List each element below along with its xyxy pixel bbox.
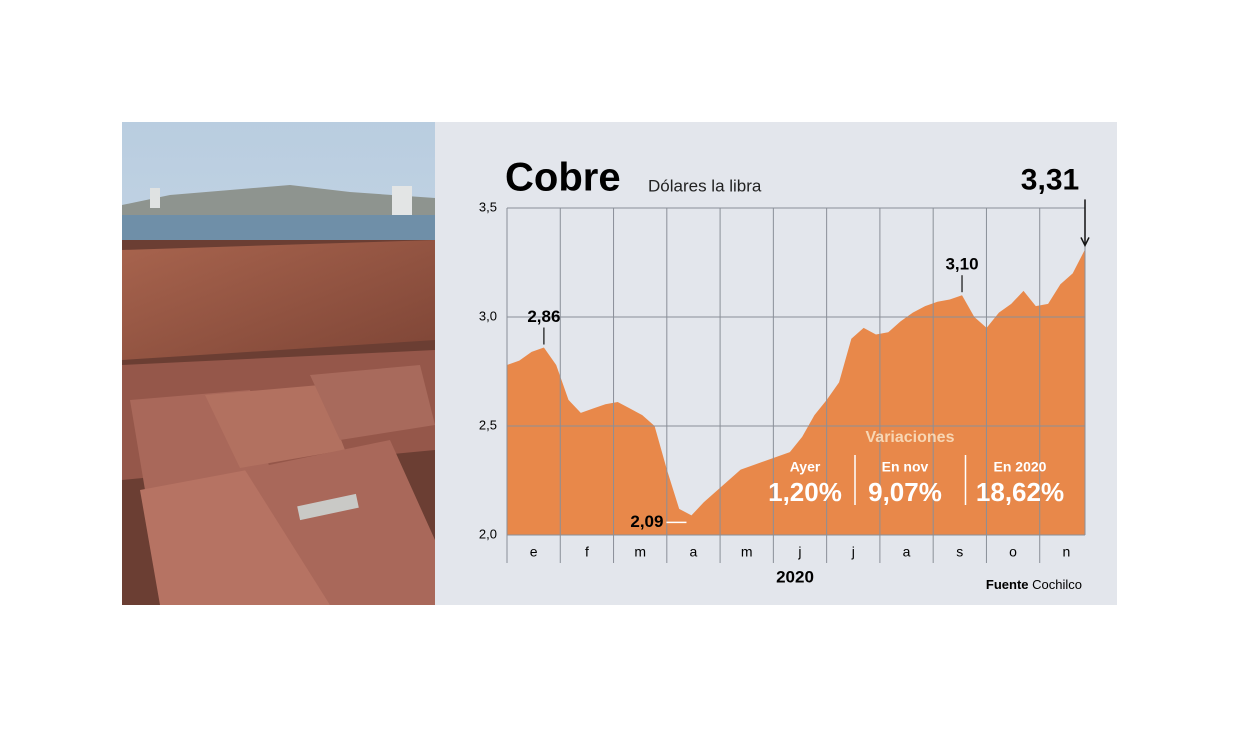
y-tick-label: 2,0 xyxy=(479,526,497,541)
variation-value: 1,20% xyxy=(768,477,842,507)
variation-value: 9,07% xyxy=(868,477,942,507)
x-tick-label: o xyxy=(1009,544,1017,560)
photo xyxy=(122,122,435,605)
value-label: 3,31 xyxy=(1021,163,1079,196)
x-tick-label: n xyxy=(1062,544,1070,560)
chart-title: Cobre xyxy=(505,156,621,200)
source-label: Fuente xyxy=(986,577,1029,592)
x-tick-label: j xyxy=(851,544,855,560)
source: Fuente Cochilco xyxy=(986,577,1082,592)
variation-label: Ayer xyxy=(790,459,821,475)
y-tick-label: 3,0 xyxy=(479,308,497,323)
variation-value: 18,62% xyxy=(976,477,1064,507)
x-tick-label: f xyxy=(585,544,589,560)
variation-label: En 2020 xyxy=(994,459,1047,475)
value-label: 3,10 xyxy=(945,255,978,274)
x-tick-label: m xyxy=(634,544,646,560)
chart-subtitle: Dólares la libra xyxy=(648,176,762,195)
variation-label: En nov xyxy=(882,459,929,475)
arrow-head xyxy=(1080,237,1090,248)
x-tick-label: a xyxy=(903,544,911,560)
x-tick-label: m xyxy=(741,544,753,560)
y-tick-label: 3,5 xyxy=(479,199,497,214)
variations-title: Variaciones xyxy=(866,429,955,446)
x-tick-label: s xyxy=(956,544,963,560)
x-tick-label: a xyxy=(690,544,698,560)
source-text: Cochilco xyxy=(1032,577,1082,592)
y-tick-label: 2,5 xyxy=(479,417,497,432)
x-tick-label: e xyxy=(530,544,538,560)
x-tick-label: j xyxy=(797,544,801,560)
value-label: 2,86 xyxy=(527,307,560,326)
value-label: 2,09 xyxy=(630,512,663,531)
x-axis-label: 2020 xyxy=(776,567,814,586)
area xyxy=(507,249,1085,536)
